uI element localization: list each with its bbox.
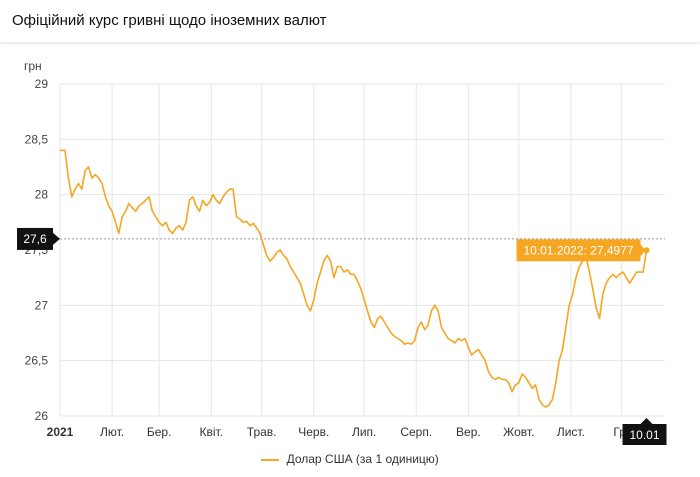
legend-label: Долар США (за 1 одиницю) [286,452,439,466]
tooltip-point [643,247,650,254]
tooltip-arrow [640,244,646,257]
page-title: Офіційний курс гривні щодо іноземних вал… [12,12,327,29]
x-tick-label: 2021 [47,425,74,439]
x-tick-label: Черв. [298,425,329,439]
x-crosshair-label: 10.01 [629,428,659,442]
y-axis-unit-label: грн [24,59,42,73]
x-tick-label: Квіт. [199,425,223,439]
legend[interactable]: Долар США (за 1 одиницю) [0,452,700,466]
x-tick-label: Вер. [456,425,481,439]
y-tick-label: 27 [35,298,49,312]
y-crosshair-label: 27,6 [23,232,47,246]
x-tick-label: Трав. [247,425,277,439]
x-tick-label: Серп. [400,425,432,439]
x-tick-label: Лист. [557,425,585,439]
y-crosshair-badge-arrow [53,232,60,245]
x-tick-label: Лют. [100,425,124,439]
x-crosshair-badge-arrow [640,418,653,424]
tooltip-box [516,239,641,262]
y-tick-label: 29 [35,77,49,91]
x-tick-label: Бер. [147,425,172,439]
y-crosshair-badge [17,227,53,250]
y-tick-label: 26 [35,409,49,423]
series-line-usd [60,149,648,408]
y-tick-label: 28 [35,188,49,202]
y-tick-label: 28,5 [25,132,49,146]
y-tick-label: 26,5 [25,354,49,368]
x-tick-label: Лип. [352,425,376,439]
legend-swatch [261,458,280,461]
x-crosshair-badge [622,424,667,445]
tooltip-text: 10.01.2022: 27,4977 [523,243,633,257]
x-tick-label: Жовт. [503,425,534,439]
header-bar: Офіційний курс гривні щодо іноземних вал… [0,0,700,42]
